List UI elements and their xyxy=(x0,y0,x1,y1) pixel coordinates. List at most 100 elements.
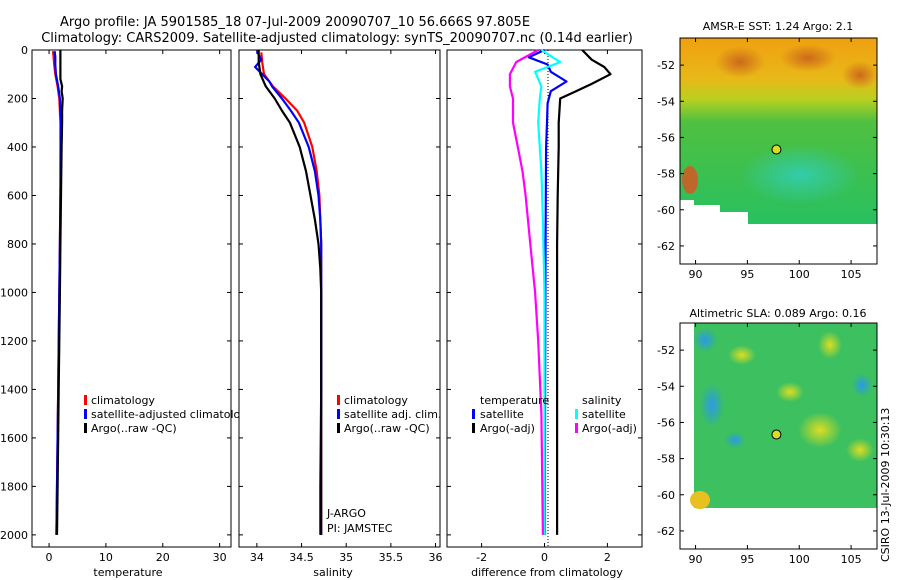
salinity-x-axis: 34 34.5 35 35.5 36 xyxy=(250,50,443,564)
x-tick-label: 20 xyxy=(156,551,170,564)
x-tick-label: 36 xyxy=(429,551,443,564)
legend-label-argo: Argo(..raw -QC) xyxy=(91,422,177,435)
y-tick-label: 800 xyxy=(7,238,28,251)
sla-map-panel: Altimetric SLA: 0.089 Argo: 0.16 -52 -54 -… xyxy=(657,307,878,566)
sst-warm-patch xyxy=(780,44,836,72)
map-y-tick-label: -60 xyxy=(657,489,675,502)
sst-map-y-axis: -52 -54 -56 -58 -60 -62 xyxy=(657,59,877,253)
difference-x-axis: -2 0 2 xyxy=(476,50,611,564)
x-tick-label: -2 xyxy=(476,551,487,564)
y-tick-label: 1800 xyxy=(0,480,28,493)
sst-warm-patch xyxy=(842,61,878,89)
salinity-legend: climatology satellite adj. clim. Argo(..… xyxy=(337,394,441,435)
legend-swatch-sal-satellite xyxy=(575,409,578,419)
legend-header-salinity: salinity xyxy=(582,394,622,407)
map-x-tick-label: 95 xyxy=(740,553,754,566)
series-line-salinity-satellite xyxy=(533,49,562,535)
y-tick-label: 1200 xyxy=(0,335,28,348)
difference-lines xyxy=(508,49,612,535)
map-x-tick-label: 90 xyxy=(689,553,703,566)
sla-low-patch xyxy=(852,373,872,397)
legend-label-climatology: climatology xyxy=(344,394,408,407)
map-y-tick-label: -52 xyxy=(657,59,675,72)
sst-map-frame xyxy=(679,37,878,265)
x-tick-label: 0 xyxy=(46,551,53,564)
legend-label-sal-satellite: satellite xyxy=(582,408,626,421)
map-y-tick-label: -62 xyxy=(657,240,675,253)
sla-high-patch xyxy=(690,491,710,509)
x-tick-label: 35 xyxy=(339,551,353,564)
difference-legend: temperature salinity satellite Argo(-adj… xyxy=(472,394,637,435)
annotation-pi-jamstec: PI: JAMSTEC xyxy=(327,522,393,535)
series-line-temperature-argo-adj xyxy=(555,49,612,535)
temperature-lines xyxy=(51,50,64,535)
salinity-axes-box xyxy=(238,49,441,548)
legend-swatch-argo xyxy=(84,423,87,433)
x-tick-label: 34.5 xyxy=(289,551,314,564)
temperature-panel: 0 200 400 600 800 1000 1200 1400 1600 1800 2000 0 1… xyxy=(0,44,241,579)
timestamp-stamp: CSIRO 13-Jul-2009 10:30:13 xyxy=(879,408,892,562)
salinity-xlabel: salinity xyxy=(313,566,353,579)
legend-swatch-climatology xyxy=(337,395,340,405)
title-line-2: Climatology: CARS2009. Satellite-adjuste… xyxy=(41,31,633,46)
difference-xlabel: difference from climatology xyxy=(471,566,623,579)
salinity-y-axis xyxy=(239,49,440,536)
sla-map-marker-layer xyxy=(771,429,782,440)
x-tick-label: 2 xyxy=(604,551,611,564)
y-tick-label: 1000 xyxy=(0,286,28,299)
sla-no-data-strip xyxy=(680,323,694,508)
series-line-argo xyxy=(257,50,323,535)
sla-high-patch xyxy=(776,382,804,402)
legend-label-satellite-adj: satellite adj. clim. xyxy=(344,408,441,421)
sla-map-title: Altimetric SLA: 0.089 Argo: 0.16 xyxy=(689,307,866,320)
sst-map-x-axis: 90 95 100 105 xyxy=(689,38,862,281)
argo-position-marker xyxy=(771,144,782,155)
x-tick-label: 34 xyxy=(250,551,264,564)
map-y-tick-label: -54 xyxy=(657,95,675,108)
map-y-tick-label: -62 xyxy=(657,525,675,538)
temperature-y-axis: 0 200 400 600 800 1000 1200 1400 1600 1800 2000 xyxy=(0,44,231,542)
map-y-tick-label: -56 xyxy=(657,416,675,429)
map-y-tick-label: -54 xyxy=(657,380,675,393)
map-x-tick-label: 100 xyxy=(789,268,810,281)
sla-high-patch xyxy=(846,438,874,462)
legend-swatch-temp-satellite xyxy=(472,409,475,419)
legend-swatch-sal-argo xyxy=(575,423,578,433)
salinity-panel: 34 34.5 35 35.5 36 salinity climatology sate… xyxy=(238,49,443,579)
legend-label-satellite-adjusted: satellite-adjusted climatolo xyxy=(91,408,241,421)
y-tick-label: 1600 xyxy=(0,432,28,445)
sst-warm-patch xyxy=(715,46,765,78)
temperature-x-axis: 0 10 20 30 xyxy=(46,50,227,564)
sla-high-patch xyxy=(798,412,842,448)
title-line-1: Argo profile: JA 5901585_18 07-Jul-2009 … xyxy=(60,15,530,30)
legend-swatch-satellite-adjusted xyxy=(84,409,87,419)
legend-swatch-argo xyxy=(337,423,340,433)
y-tick-label: 0 xyxy=(21,44,28,57)
y-tick-label: 200 xyxy=(7,92,28,105)
argo-position-marker xyxy=(771,429,782,440)
map-y-tick-label: -58 xyxy=(657,453,675,466)
sla-low-patch xyxy=(700,383,724,427)
map-x-tick-label: 95 xyxy=(740,268,754,281)
sla-high-patch xyxy=(818,331,842,359)
temperature-axes-box xyxy=(31,49,232,548)
legend-label-sal-argo: Argo(-adj) xyxy=(582,422,637,435)
sla-field xyxy=(680,323,877,509)
map-y-tick-label: -52 xyxy=(657,344,675,357)
y-tick-label: 2000 xyxy=(0,529,28,542)
legend-swatch-climatology xyxy=(84,395,87,405)
legend-swatch-temp-argo xyxy=(472,423,475,433)
sla-high-patch xyxy=(728,345,756,365)
difference-panel: -2 0 2 difference from climatology tempera… xyxy=(446,49,643,579)
legend-label-temp-satellite: satellite xyxy=(480,408,524,421)
sst-map-marker-layer xyxy=(771,144,782,155)
legend-label-climatology: climatology xyxy=(91,394,155,407)
map-x-tick-label: 105 xyxy=(841,553,862,566)
sla-base-area xyxy=(694,323,877,508)
x-tick-label: 30 xyxy=(213,551,227,564)
y-tick-label: 600 xyxy=(7,189,28,202)
legend-header-temperature: temperature xyxy=(480,394,549,407)
sst-map-title: AMSR-E SST: 1.24 Argo: 2.1 xyxy=(703,20,854,33)
sla-low-patch xyxy=(693,328,717,352)
